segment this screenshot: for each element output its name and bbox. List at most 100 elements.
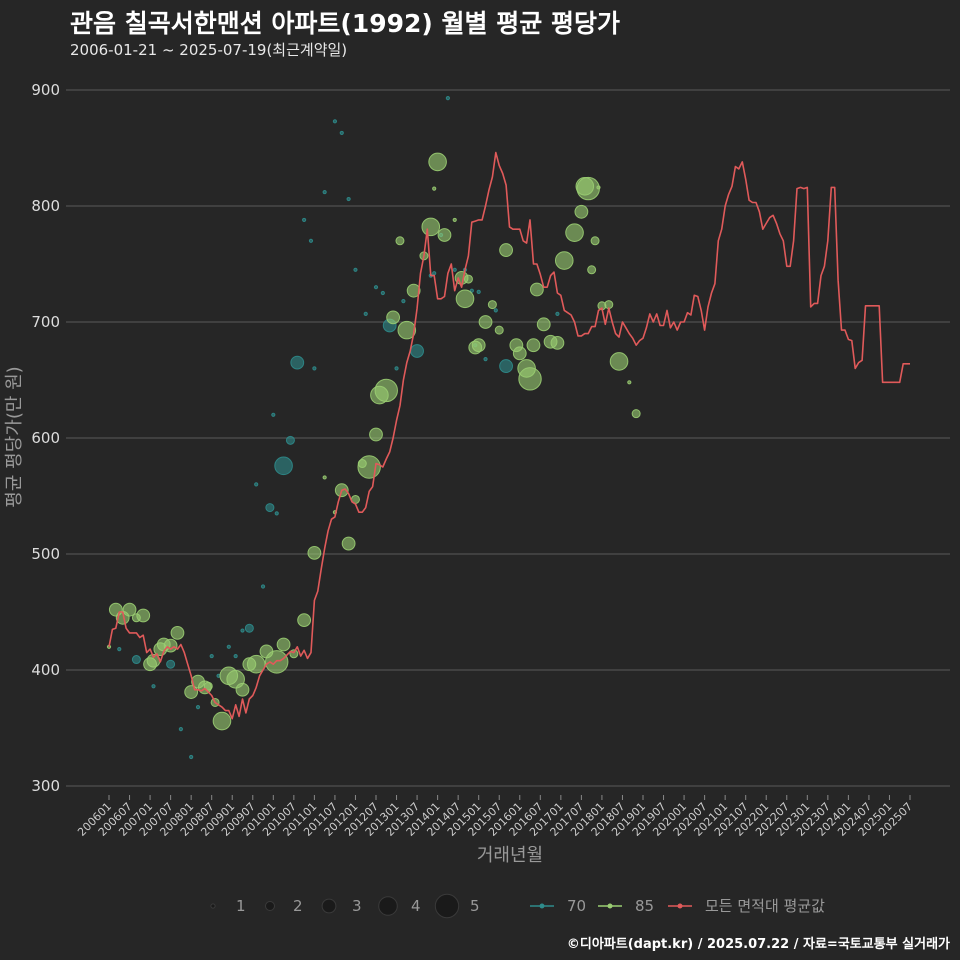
- color-legend-label: 모든 면적대 평균값: [705, 897, 825, 915]
- point-85: [452, 217, 457, 223]
- color-legend-symbol: [677, 903, 683, 909]
- point-85: [235, 682, 250, 697]
- point-85: [587, 265, 597, 275]
- chart-title: 관음 칠곡서한맨션 아파트(1992) 월별 평균 평당가: [70, 9, 620, 38]
- point-70: [240, 628, 245, 633]
- point-85: [478, 315, 493, 329]
- point-85: [487, 300, 497, 310]
- point-70: [499, 359, 513, 373]
- point-70: [346, 196, 351, 202]
- y-tick-label: 300: [31, 777, 60, 795]
- color-legend-label: 70: [567, 897, 586, 915]
- point-70: [445, 96, 450, 101]
- point-70: [285, 435, 295, 445]
- point-85: [518, 367, 542, 391]
- y-axis-ticks: 300 400 500 600 700 800 900: [31, 81, 60, 795]
- point-85: [322, 475, 327, 480]
- point-70: [401, 299, 406, 304]
- color-legend-symbol: [607, 903, 613, 909]
- point-85: [455, 289, 475, 309]
- chart-subtitle: 2006-01-21 ~ 2025-07-19(최근계약일): [70, 41, 348, 59]
- y-tick-label: 700: [31, 313, 60, 331]
- point-70: [189, 754, 194, 760]
- point-70: [244, 623, 254, 633]
- point-70: [380, 290, 385, 296]
- point-85: [494, 325, 504, 335]
- size-legend-symbol: [434, 893, 460, 919]
- x-axis-ticks: 2006012006072007012007072008012008072009…: [75, 795, 915, 839]
- point-70: [432, 271, 437, 276]
- point-85: [627, 380, 632, 385]
- point-85: [341, 536, 356, 551]
- average-line: [108, 151, 910, 720]
- point-70: [195, 705, 201, 710]
- point-85: [265, 650, 289, 674]
- point-85: [463, 274, 473, 284]
- point-85: [576, 176, 600, 201]
- y-tick-label: 500: [31, 545, 60, 563]
- point-85: [163, 638, 178, 653]
- point-70: [469, 288, 474, 293]
- point-70: [290, 355, 305, 370]
- point-85: [122, 602, 137, 617]
- y-tick-label: 600: [31, 429, 60, 447]
- point-70: [483, 357, 488, 362]
- point-85: [529, 282, 544, 297]
- point-85: [499, 243, 513, 257]
- point-70: [476, 289, 481, 294]
- size-legend-label: 1: [236, 897, 246, 915]
- point-70: [271, 412, 276, 417]
- point-85: [386, 310, 401, 325]
- point-85: [374, 378, 398, 403]
- point-85: [307, 545, 322, 560]
- point-85: [437, 228, 452, 242]
- point-85: [212, 711, 232, 731]
- point-70: [308, 238, 314, 243]
- series-85-points: [106, 152, 641, 731]
- point-70: [302, 217, 307, 223]
- legend: 1 2 3 4 5 70 85 모든 면적대 평균값: [210, 893, 825, 919]
- point-70: [312, 366, 317, 371]
- point-85: [536, 317, 551, 332]
- point-70: [555, 311, 560, 316]
- point-85: [406, 283, 421, 298]
- point-70: [209, 653, 214, 659]
- average-series-line: [108, 151, 910, 720]
- point-70: [493, 308, 498, 313]
- point-85: [590, 236, 600, 246]
- size-legend-symbol: [378, 896, 398, 916]
- point-85: [246, 654, 266, 674]
- point-70: [117, 647, 122, 652]
- point-70: [178, 727, 183, 732]
- x-axis-title: 거래년월: [477, 845, 543, 866]
- size-legend-symbol: [265, 901, 275, 911]
- point-70: [353, 267, 358, 272]
- point-85: [574, 204, 589, 219]
- point-85: [369, 427, 383, 442]
- point-70: [166, 659, 176, 669]
- point-85: [631, 409, 641, 419]
- y-axis-title: 평균 평당가(만 원): [4, 366, 25, 507]
- point-70: [322, 189, 327, 195]
- point-70: [332, 119, 338, 124]
- point-70: [373, 285, 379, 290]
- point-85: [428, 152, 447, 172]
- point-85: [550, 335, 565, 350]
- size-legend-symbol: [210, 903, 216, 909]
- point-85: [357, 455, 381, 479]
- point-70: [151, 684, 156, 689]
- point-70: [452, 267, 457, 272]
- size-legend-label: 2: [293, 897, 303, 915]
- point-70: [260, 584, 266, 589]
- point-70: [265, 503, 275, 513]
- size-legend-label: 5: [470, 897, 480, 915]
- point-70: [226, 644, 231, 649]
- point-85: [471, 338, 486, 353]
- source-caption: ©디아파트(dapt.kr) / 2025.07.22 / 자료=국토교통부 실…: [566, 937, 950, 952]
- color-legend-label: 85: [635, 897, 654, 915]
- point-85: [565, 223, 584, 242]
- y-tick-label: 900: [31, 81, 60, 99]
- point-85: [170, 625, 185, 640]
- point-85: [432, 186, 437, 191]
